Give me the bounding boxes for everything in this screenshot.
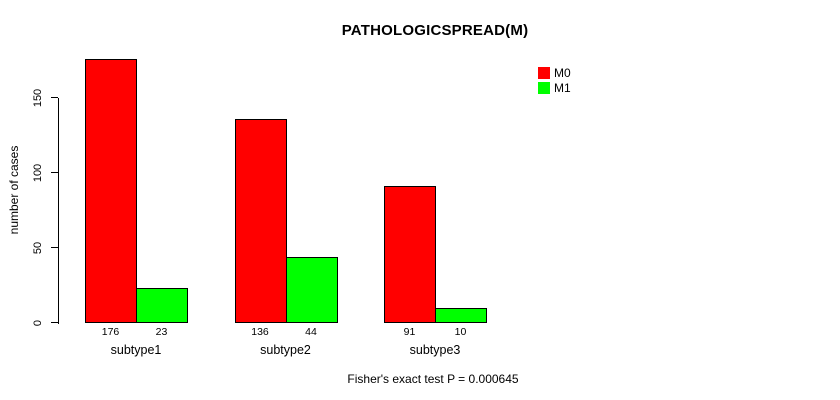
bar-subtype3-M1	[435, 307, 487, 323]
y-axis-line	[58, 97, 59, 324]
bar-value-label: 23	[155, 326, 168, 338]
bar-subtype2-M0	[234, 118, 287, 323]
bar-subtype1-M1	[136, 288, 188, 323]
bar-value-label: 91	[403, 326, 416, 338]
category-label: subtype3	[409, 343, 461, 357]
bar-value-label: 176	[101, 326, 120, 338]
y-tick-label: 150	[32, 88, 44, 107]
legend-swatch-M0	[538, 67, 550, 79]
y-tick-label: 0	[32, 319, 44, 326]
chart-title: PATHOLOGICSPREAD(M)	[341, 22, 529, 39]
y-tick-label: 100	[32, 163, 44, 182]
legend-label-M0: M0	[554, 66, 571, 80]
bar-subtype3-M0	[384, 186, 436, 323]
bar-value-label: 44	[305, 326, 317, 338]
legend-swatch-M1	[538, 81, 550, 94]
bar-subtype1-M0	[85, 58, 137, 323]
bar-value-label: 136	[251, 326, 269, 338]
y-tick-mark	[51, 97, 58, 98]
annotation-fisher-test: Fisher's exact test P = 0.000645	[347, 372, 519, 386]
y-tick-mark	[51, 172, 58, 173]
y-axis-label: number of cases	[7, 145, 21, 235]
bar-value-label: 10	[454, 326, 467, 338]
category-label: subtype2	[260, 343, 311, 357]
category-label: subtype1	[110, 343, 162, 357]
y-tick-mark	[51, 247, 58, 248]
y-tick-label: 50	[32, 241, 44, 254]
bar-subtype2-M1	[285, 256, 338, 323]
legend-label-M1: M1	[554, 80, 571, 95]
y-tick-mark	[51, 322, 58, 323]
